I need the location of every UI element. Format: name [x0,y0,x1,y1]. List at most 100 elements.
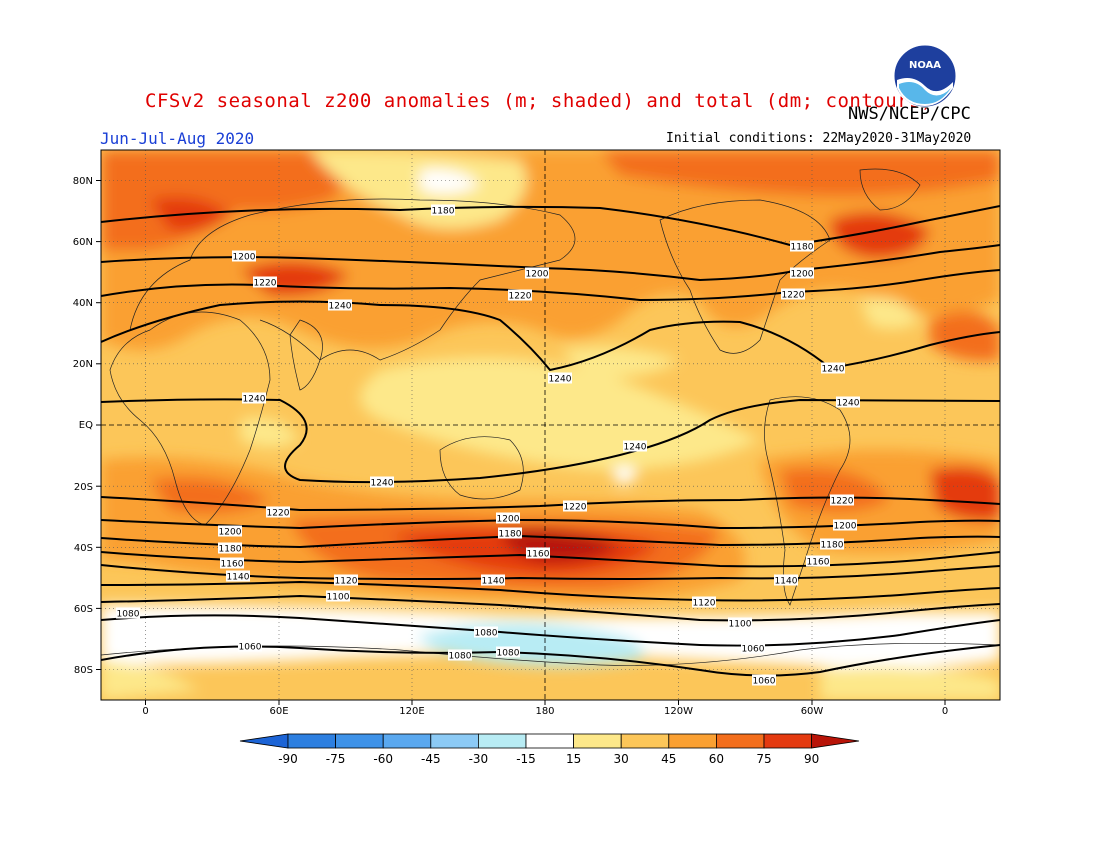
contour-label-box [508,289,532,301]
contour-label: 1080 [117,610,140,620]
contour-label: 1220 [267,509,290,519]
contour-label: 1180 [499,530,522,540]
lat-labels: 80N 60N 40N 20N EQ 20S 40S 60S 80S [73,176,93,676]
lat-label: 60S [74,604,93,615]
lat-label: 80N [73,176,93,187]
colorbar-segment [335,733,384,749]
contour-label: 1060 [753,677,776,687]
continent-outlines [101,168,1000,666]
contour-label: 1200 [233,253,256,263]
contour-label-box [623,440,647,452]
contour-label: 1060 [239,643,262,653]
contour-label-box [242,392,266,404]
contour-label: 1100 [327,593,350,603]
contour-label-box [790,240,814,252]
contour-label: 1080 [497,649,520,659]
contour-label-box [266,506,290,518]
contour-label: 1240 [329,302,352,312]
contour-label-box [334,574,358,586]
lat-label: 20N [73,359,93,370]
contour-label-box [116,607,140,619]
noaa-logo-icon: NOAA [893,44,957,108]
contour-label-box [790,267,814,279]
contour-1240-north [101,300,1000,372]
lon-label: 0 [142,706,148,717]
contour-label-box [431,204,455,216]
contour-label-box [741,642,765,654]
contour-label: 1140 [227,573,250,583]
contour-label: 1100 [729,620,752,630]
india-outline [289,319,323,391]
contour-1140-south [101,564,1000,580]
contour-1080-south [101,614,1000,647]
contour-1180-north [101,205,1000,247]
colorbar-labels: -90 -75 -60 -45 -30 -15 15 30 45 60 75 9… [278,752,819,766]
colorbar-label: 15 [566,752,581,766]
contour-label-box [481,574,505,586]
colorbar-segment [716,733,765,749]
contour-label: 1220 [564,503,587,513]
colorbar-label: -30 [469,752,489,766]
contour-label-box [526,547,550,559]
contour-label: 1060 [742,645,765,655]
contour-label-box [218,525,242,537]
greenland-outline [859,168,921,211]
contour-label-box [821,362,845,374]
colorbar-segment [763,733,812,749]
contour-label-box [498,527,522,539]
australia-outline [439,436,524,500]
contour-label-box [806,555,830,567]
colorbar-segment [477,733,527,749]
lon-label: 120E [399,706,424,717]
contour-label: 1220 [509,292,532,302]
contour-1200-north [101,244,1000,282]
contour-label-box [525,267,549,279]
colorbar-label: -90 [278,752,298,766]
contour-label: 1240 [371,479,394,489]
antarctica-outline [101,642,1000,666]
contour-label-box [496,512,520,524]
lat-ticks [96,180,101,670]
lon-label: 60E [269,706,288,717]
contour-label: 1220 [254,279,277,289]
contour-labels: 1180 1180 1200 1200 1200 1220 1220 1220 1240 1240… [116,204,860,687]
colorbar [239,733,860,749]
contour-label-box [496,646,520,658]
anomaly-shading [101,150,1000,700]
africa-outline [109,311,271,526]
contour-label: 1160 [221,560,244,570]
contour-label-box [238,640,262,652]
contour-1060-south [101,644,1000,677]
contour-label-box [833,519,857,531]
contour-label-box [752,674,776,686]
lat-label: 60N [73,237,93,248]
colorbar-segment [382,733,432,749]
lon-label: 120W [664,706,693,717]
colorbar-segment [430,733,479,749]
contour-label: 1240 [549,375,572,385]
contour-label: 1200 [834,522,857,532]
colorbar-label: -75 [326,752,346,766]
contour-label-box [781,288,805,300]
lon-label: 180 [535,706,554,717]
colorbar-segment [573,733,622,749]
lat-label: 20S [74,482,93,493]
contour-label-box [220,557,244,569]
colorbar-min-arrow [239,733,289,749]
contour-1200-south [101,518,1000,530]
contour-label-box [774,574,798,586]
lon-labels: 0 60E 120E 180 120W 60W 0 [142,706,948,717]
contour-label: 1220 [782,291,805,301]
contour-label-box [328,299,352,311]
lon-label: 60W [801,706,824,717]
total-height-contours [101,205,1000,677]
chart-title: CFSv2 seasonal z200 anomalies (m; shaded… [145,90,933,112]
contour-label: 1220 [831,497,854,507]
contour-label-box [253,276,277,288]
colorbar-label: -60 [373,752,393,766]
contour-label: 1080 [449,652,472,662]
contour-1100-south [101,594,1000,622]
contour-1240-tropical [101,398,1000,484]
contour-label: 1200 [219,528,242,538]
